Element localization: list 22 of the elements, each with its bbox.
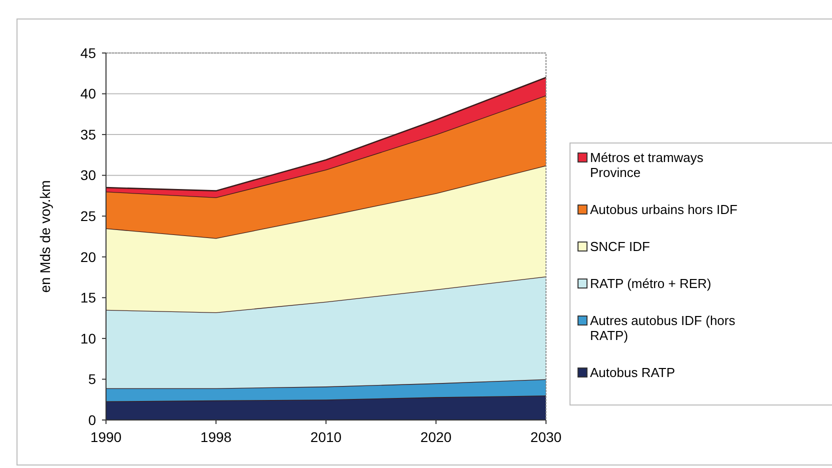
y-tick-label: 5 [88,371,96,388]
x-tick-label: 1998 [200,429,232,445]
y-tick-label: 25 [80,208,96,224]
x-tick-label: 2020 [420,429,452,445]
y-tick-label: 0 [88,412,96,428]
legend-label: Autobus urbains hors IDF [590,202,738,217]
legend-label: Autres autobus IDF (hors RATP) [590,313,736,343]
y-tick-label: 20 [80,248,96,265]
y-tick-label: 30 [80,167,96,184]
y-tick-label: 35 [80,126,96,142]
legend-label: Autobus RATP [590,365,676,380]
y-axis-title: en Mds de voy.km [37,180,53,293]
legend-label: Métros et tramways Province [590,150,704,180]
legend-label: SNCF IDF [590,239,650,254]
x-tick-label: 2030 [530,429,562,445]
y-tick-label: 40 [80,86,96,102]
x-tick-label: 2010 [310,429,342,445]
legend-label: RATP (métro + RER) [590,276,712,291]
y-tick-label: 15 [80,290,96,306]
x-tick-label: 1990 [90,429,122,445]
y-tick-label: 10 [80,330,96,346]
y-tick-label: 45 [80,44,96,61]
